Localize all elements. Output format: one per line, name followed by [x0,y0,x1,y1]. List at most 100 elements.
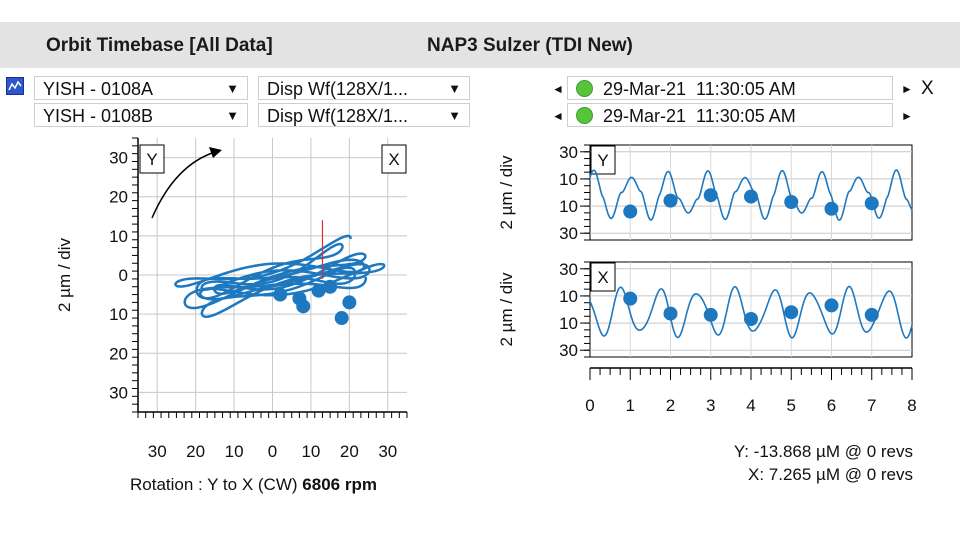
timebase_x-keyphasor-point [703,307,718,322]
y-readout: Y: -13.868 µM @ 0 revs [733,442,913,461]
timebase_x-y-tick-label: 30 [559,341,578,360]
orbit-y-axis-label: 2 µm / div [55,237,74,312]
timebase_x-x-tick-label: 7 [867,396,876,415]
timebase_x-x-tick-label: 4 [746,396,755,415]
next-time-2-button[interactable]: ► [901,109,913,123]
timebase_x-y-tick-label: 10 [559,314,578,333]
timebase_x-x-tick-label: 8 [907,396,916,415]
header-bar: Orbit Timebase [All Data] NAP3 Sulzer (T… [0,22,960,68]
chevron-down-icon: ▼ [226,108,239,123]
date-2: 29-Mar-21 [603,106,687,126]
waveform-b-select[interactable]: Disp Wf(128X/1... ▼ [258,103,470,127]
waveform-b-value: Disp Wf(128X/1... [267,106,409,126]
channel-b-select[interactable]: YISH - 0108B ▼ [34,103,248,127]
date-1: 29-Mar-21 [603,79,687,99]
timebase_y-y-tick-label: 30 [559,224,578,243]
orbit-y-tick-label: 20 [109,188,128,207]
close-button[interactable]: X [921,78,934,99]
timebase_x-x-tick-label: 2 [666,396,675,415]
orbit-x-probe-box [381,144,407,174]
timebase_x-y-axis-label: 2 µm / div [497,272,516,347]
orbit-keyphasor-point [296,299,311,314]
orbit-x-tick-label: 10 [225,442,244,461]
timebase_y-waveform [589,169,913,221]
orbit-keyphasor-point [323,279,338,294]
timebase_x-keyphasor-point [824,298,839,313]
chevron-down-icon: ▼ [226,81,239,96]
orbit-keyphasor-point [273,287,288,302]
timebase_x-x-tick-label: 3 [706,396,715,415]
x-readout: X: 7.265 µM @ 0 revs [747,465,913,484]
orbit-y-tick-label: 10 [109,227,128,246]
chart-icon[interactable] [6,77,24,95]
timebase_y-keyphasor-point [744,189,758,204]
timebase_x-keyphasor-point [864,307,879,322]
waveform-a-value: Disp Wf(128X/1... [267,79,409,99]
timebase_y-keyphasor-point [703,188,718,203]
orbit-keyphasor-point [342,295,357,310]
timebase_y-keyphasor-point [784,195,799,209]
prev-time-1-button[interactable]: ◄ [552,82,564,96]
timebase_x-keyphasor-point [744,312,758,326]
timebase_y-y-axis-label: 2 µm / div [497,155,516,230]
timestamp-1-select[interactable]: 29-Mar-21 11:30:05 AM [567,76,893,100]
chevron-down-icon: ▼ [448,81,461,96]
timebase_x-probe-box [590,262,616,292]
channel-a-select[interactable]: YISH - 0108A ▼ [34,76,248,100]
timebase_y-keyphasor-point [864,196,879,211]
channel-a-value: YISH - 0108A [43,79,154,99]
orbit-y-tick-label: 20 [109,344,128,363]
timestamp-2-select[interactable]: 29-Mar-21 11:30:05 AM [567,103,893,127]
timebase_x-y-tick-label: 10 [559,287,578,306]
machine-title: NAP3 Sulzer (TDI New) [427,35,633,56]
orbit-x-tick-label: 30 [148,442,167,461]
timebase_y-keyphasor-point [824,201,839,216]
chevron-down-icon: ▼ [448,108,461,123]
orbit-keyphasor-point [311,283,326,298]
rotation-arrow [151,151,216,219]
timebase_x-y-tick-label: 30 [559,260,578,279]
timebase_y-keyphasor-point [663,193,678,208]
timebase_y-y-tick-label: 10 [559,170,578,189]
orbit-keyphasor-point [334,311,349,326]
timebase_x-keyphasor-point [623,291,638,306]
orbit-y-tick-label: 30 [109,383,128,402]
timebase_y-probe-box [590,145,616,175]
rotation-text: Rotation : Y to X (CW) [130,475,298,494]
timebase_x-waveform [589,285,913,339]
timebase_x-x-tick-label: 1 [626,396,635,415]
timebase_y-probe-label: Y [597,151,608,170]
rotation-arrowhead-icon [209,147,222,158]
orbit-y-tick-label: 0 [119,266,128,285]
channel-b-value: YISH - 0108B [43,106,154,126]
orbit-trace [174,234,386,318]
prev-time-2-button[interactable]: ◄ [552,109,564,123]
orbit-y-tick-label: 10 [109,305,128,324]
orbit-x-tick-label: 10 [301,442,320,461]
timebase_x-probe-label: X [597,268,608,287]
orbit-y-probe-label: Y [146,150,157,169]
green-status-dot-icon [576,80,593,97]
waveform-a-select[interactable]: Disp Wf(128X/1... ▼ [258,76,470,100]
orbit-x-tick-label: 20 [186,442,205,461]
timebase_x-x-tick-label: 0 [585,396,594,415]
time-1: 11:30:05 AM [696,79,796,99]
time-2: 11:30:05 AM [696,106,796,126]
orbit-y-probe-box [139,144,165,174]
timebase_y-y-tick-label: 30 [559,143,578,162]
orbit-x-tick-label: 20 [340,442,359,461]
timebase_y-keyphasor-point [623,204,638,219]
timebase_y-y-tick-label: 10 [559,197,578,216]
timebase_x-keyphasor-point [784,305,799,320]
orbit-x-tick-label: 0 [268,442,277,461]
next-time-1-button[interactable]: ► [901,82,913,96]
plot-title: Orbit Timebase [All Data] [46,35,273,56]
timebase_x-x-tick-label: 5 [787,396,796,415]
rotation-caption: Rotation : Y to X (CW) 6806 rpm [130,475,377,495]
speed-value: 6806 rpm [302,475,377,494]
green-status-dot-icon [576,107,593,124]
timebase_x-keyphasor-point [663,306,678,321]
orbit-y-tick-label: 30 [109,149,128,168]
orbit-x-probe-label: X [388,150,399,169]
